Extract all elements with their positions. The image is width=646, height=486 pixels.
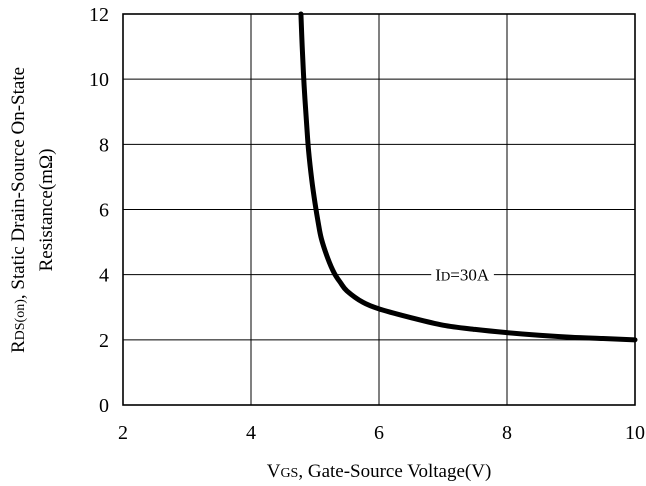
y-tick-label: 12 <box>89 4 109 26</box>
y-tick-label: 10 <box>89 69 109 91</box>
annotation-background <box>431 264 494 286</box>
y-tick-label: 4 <box>99 265 109 287</box>
x-axis-label: VGS, Gate-Source Voltage(V) <box>267 461 492 482</box>
y-tick-labels: 0 2 4 6 8 10 12 <box>89 4 109 417</box>
x-tick-label: 6 <box>374 422 384 444</box>
y-axis-label-line2: Resistance(mΩ) <box>36 149 57 272</box>
x-tick-label: 10 <box>625 422 645 444</box>
y-tick-label: 0 <box>99 395 109 417</box>
y-tick-label: 6 <box>99 200 109 222</box>
plot-frame <box>122 13 636 406</box>
x-tick-label: 2 <box>118 422 128 444</box>
x-tick-label: 8 <box>502 422 512 444</box>
y-tick-label: 8 <box>99 134 109 156</box>
y-tick-label: 2 <box>99 330 109 352</box>
annotation-label: ID=30A <box>435 266 490 285</box>
x-tick-label: 4 <box>246 422 256 444</box>
rds-on-curve <box>298 11 638 343</box>
id-annotation: ID=30A <box>431 264 494 286</box>
grid-lines <box>123 14 635 405</box>
x-tick-labels: 2 4 6 8 10 <box>118 422 645 444</box>
y-axis-label-line1: RDS(on), Static Drain-Source On-State <box>8 67 29 353</box>
